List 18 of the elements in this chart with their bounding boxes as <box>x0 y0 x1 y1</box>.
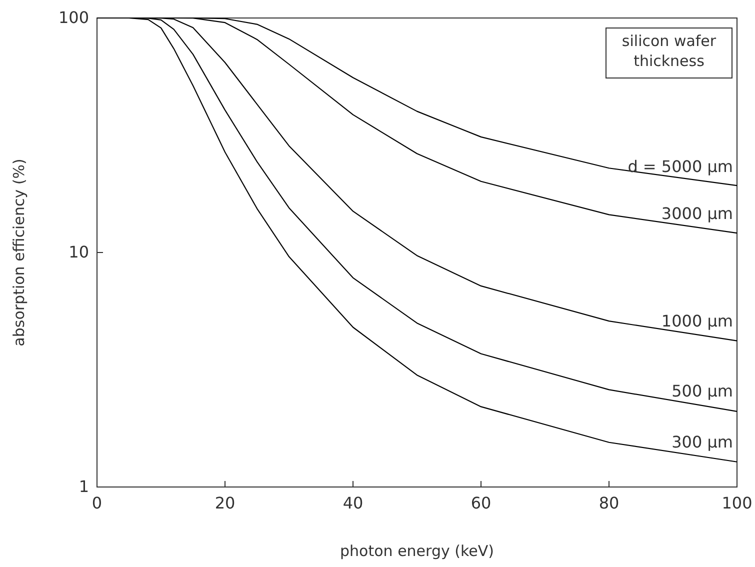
x-tick-label: 80 <box>598 493 620 512</box>
legend-title: silicon wafer thickness <box>622 32 717 70</box>
y-tick-label: 100 <box>58 8 89 28</box>
series-label: 500 µm <box>672 382 733 401</box>
x-tick-label: 100 <box>722 493 752 512</box>
series-label: 3000 µm <box>661 204 733 224</box>
x-axis-title: photon energy (keV) <box>340 542 494 560</box>
y-tick-label: 1 <box>78 477 89 496</box>
legend-title-box: silicon wafer thickness <box>606 28 732 78</box>
x-tick-label: 40 <box>342 493 364 512</box>
series-label: 300 µm <box>672 432 733 452</box>
x-tick-label: 20 <box>214 493 236 512</box>
x-tick-label: 60 <box>470 493 492 512</box>
series-label: d = 5000 µm <box>628 156 733 176</box>
y-tick-label: 10 <box>68 242 89 262</box>
x-tick-label: 0 <box>92 493 102 512</box>
series-label: 1000 µm <box>661 312 733 331</box>
y-axis-title: absorption efficiency (%) <box>10 158 28 346</box>
